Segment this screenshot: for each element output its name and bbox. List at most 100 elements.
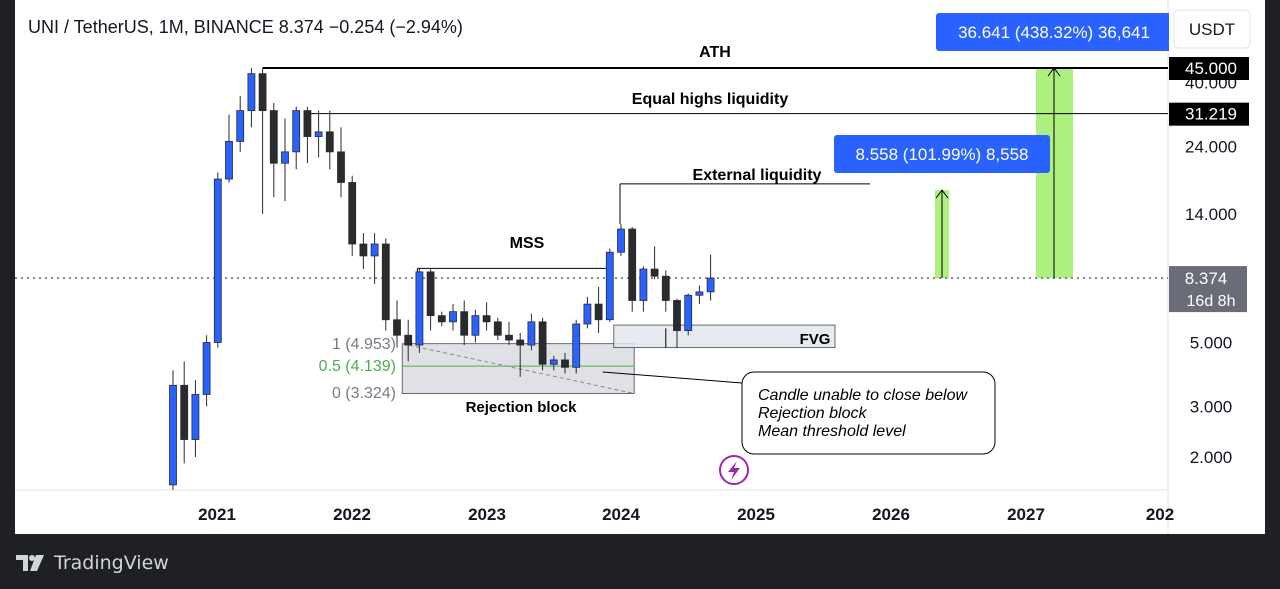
candle-body[interactable] [180,384,189,440]
x-tick-label: 2027 [1007,505,1045,524]
price-tag-label: 31.219 [1185,105,1237,124]
price-tag-bg [1169,102,1249,126]
candle-body[interactable] [482,315,491,323]
candle-body[interactable] [505,334,513,341]
lightning-glyph-icon [728,461,740,480]
candle-body[interactable] [359,243,368,257]
candle-body[interactable] [202,342,211,395]
candle-body[interactable] [617,228,625,253]
candle-body[interactable] [605,251,614,321]
external-liquidity-label: External liquidity [693,167,822,184]
candle-body[interactable] [650,268,659,277]
candle-body[interactable] [225,141,233,180]
fib-1-label: 1 (4.953) [332,336,396,353]
candle-body[interactable] [426,271,435,317]
candle-body[interactable] [169,384,177,486]
target-1-label-bg [834,135,1050,173]
y-tick-label: 3.000 [1190,397,1233,416]
y-tick-label: 14.000 [1185,205,1237,224]
x-tick-label: 2021 [198,505,236,524]
candle-body[interactable] [549,359,558,365]
note-line-3: Mean threshold level [758,423,906,440]
fvg-label: FVG [800,331,831,348]
symbol-legend[interactable]: UNI / TetherUS, 1M, BINANCE 8.374 −0.254… [28,17,463,37]
candle-body[interactable] [415,271,424,346]
candle-body[interactable] [314,131,323,137]
note-line-1: Candle unable to close below [758,387,968,404]
legend-last-price: 8.374 [279,17,329,37]
candle-body[interactable] [594,303,603,321]
x-tick-label: 2024 [602,505,640,524]
y-tick-label: 5.000 [1190,334,1233,353]
chart-pane[interactable]: ATH Equal highs liquidity External liquidi… [15,0,1265,534]
countdown-label: 16d 8h [1187,293,1236,310]
target-2-label-bg [936,13,1172,51]
x-tick-label: 202 [1146,505,1174,524]
candle-body[interactable] [449,311,457,323]
rejection-block-label: Rejection block [466,399,578,416]
candle-body[interactable] [269,110,278,164]
candle-body[interactable] [247,73,256,111]
candle-body[interactable] [460,311,469,336]
note-pointer-line [602,371,743,384]
candle-body[interactable] [684,294,693,332]
candle-body[interactable] [561,359,569,368]
candle-body[interactable] [258,73,267,111]
candle-body[interactable] [381,243,390,321]
mss-label: MSS [510,235,545,252]
candle-body[interactable] [471,315,480,336]
fib-05-label: 0.5 (4.139) [319,358,396,375]
fib-trend-line [402,343,635,395]
candle-body[interactable] [661,275,670,301]
x-tick-label: 2026 [872,505,910,524]
candle-body[interactable] [695,291,704,296]
x-tick-label: 2022 [333,505,371,524]
candle-body[interactable] [337,151,345,183]
candle-body[interactable] [393,319,401,336]
candle-body[interactable] [493,321,502,336]
note-line-2: Rejection block [758,405,868,422]
x-tick-label: 2023 [468,505,506,524]
target-2-arrow-head [1047,67,1061,77]
candle-body[interactable] [516,339,525,346]
candle-body[interactable] [673,300,681,332]
x-tick-label: 2025 [737,505,775,524]
candle-body[interactable] [348,182,357,245]
candle-body[interactable] [404,334,413,346]
candle-body[interactable] [213,178,222,343]
candle-body[interactable] [325,131,334,153]
target-1-arrow-head [935,189,949,199]
candle-body[interactable] [191,394,200,440]
tradingview-logo-icon [16,555,44,571]
tradingview-brand: TradingView [54,552,169,574]
fib-0-label: 0 (3.324) [332,385,396,402]
currency-button-label: USDT [1189,20,1235,39]
note-callout-box [741,371,996,455]
price-tag-label: 45.000 [1185,59,1237,78]
ath-label: ATH [699,44,731,61]
target-1-label: 8.558 (101.99%) 8,558 [856,145,1029,164]
candle-body[interactable] [572,323,581,368]
last-price-tag-bg [1169,266,1247,313]
price-tag-bg [1169,57,1249,80]
candle-body[interactable] [292,110,301,153]
symbol-title: UNI / TetherUS, 1M, BINANCE [28,17,279,37]
legend-change: −0.254 (−2.94%) [329,17,463,37]
target-2-label: 36.641 (438.32%) 36,641 [958,23,1150,42]
candle-body[interactable] [628,228,637,301]
y-tick-label: 2.000 [1190,448,1233,467]
candle-body[interactable] [370,243,379,257]
candle-body[interactable] [236,110,245,142]
candle-body[interactable] [583,303,592,325]
y-tick-label: 24.000 [1185,138,1237,157]
candle-body[interactable] [706,277,715,293]
candle-body[interactable] [538,321,547,365]
price-chart[interactable]: ATH Equal highs liquidity External liquidi… [15,0,1265,534]
candle-body[interactable] [639,268,648,301]
candle-body[interactable] [437,315,446,323]
candle-body[interactable] [303,110,312,137]
candle-body[interactable] [527,321,536,346]
currency-button[interactable] [1173,9,1251,49]
candle-body[interactable] [281,151,289,164]
footer: TradingView [16,549,169,577]
